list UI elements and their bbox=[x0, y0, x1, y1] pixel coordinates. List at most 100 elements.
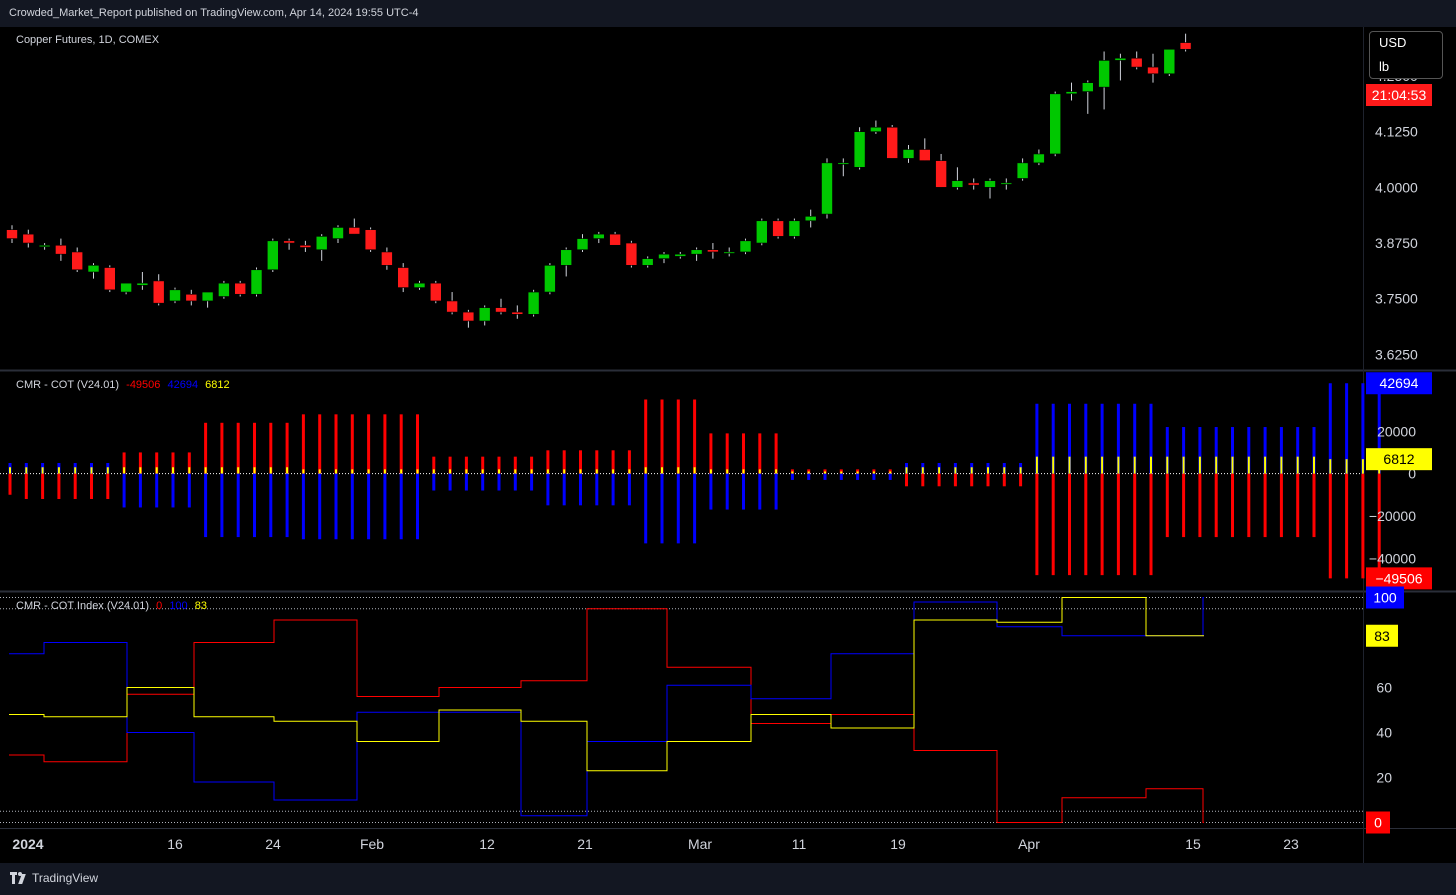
index-axis-label: 20 bbox=[1376, 770, 1392, 786]
price-axis-label: 3.8750 bbox=[1375, 235, 1418, 251]
candle-body bbox=[71, 251, 83, 271]
candle-body bbox=[1114, 57, 1127, 61]
x-axis-label: 24 bbox=[265, 836, 281, 852]
index-axis-label: 60 bbox=[1376, 680, 1392, 696]
candle-body bbox=[266, 240, 279, 271]
cot-histogram bbox=[0, 383, 1381, 579]
cot-indicator-name: CMR - COT (V24.01) bbox=[16, 379, 120, 391]
candle-body bbox=[299, 244, 312, 248]
candle-body bbox=[870, 126, 882, 132]
candle-body bbox=[690, 249, 703, 255]
unit-label: lb bbox=[1379, 59, 1390, 74]
candle-body bbox=[707, 249, 719, 253]
candle-body bbox=[821, 162, 833, 215]
candle-body bbox=[1179, 42, 1192, 50]
cot-value-blue: 42694 bbox=[167, 379, 199, 391]
index-value-red: 0 bbox=[156, 600, 163, 612]
x-axis-label: Mar bbox=[688, 836, 712, 852]
x-axis-label: 23 bbox=[1283, 836, 1299, 852]
candle-body bbox=[1130, 57, 1143, 68]
candle-body bbox=[381, 251, 393, 266]
candle-body bbox=[315, 236, 328, 251]
candle-body bbox=[87, 265, 100, 273]
candle-body bbox=[462, 311, 475, 322]
cot-badge-blue: 42694 bbox=[1380, 375, 1419, 391]
index-value-blue: 100 bbox=[169, 600, 188, 612]
price-axis-label: 4.0000 bbox=[1375, 179, 1418, 195]
index-axis-label: 40 bbox=[1376, 725, 1392, 741]
candle-body bbox=[152, 280, 165, 304]
tradingview-brand[interactable]: TradingView bbox=[10, 871, 98, 885]
candle-body bbox=[38, 244, 51, 248]
candle-body bbox=[723, 251, 736, 254]
cot-axis-label: 0 bbox=[1408, 466, 1416, 482]
candle-body bbox=[935, 160, 947, 188]
cot-index-line bbox=[9, 608, 1204, 823]
index-badge-blue: 100 bbox=[1373, 590, 1397, 606]
candle-body bbox=[609, 233, 621, 246]
candle-body bbox=[1049, 93, 1061, 155]
x-axis-label: 12 bbox=[479, 836, 495, 852]
countdown-badge: 21:04:53 bbox=[1372, 87, 1427, 103]
candle-body bbox=[592, 233, 605, 239]
cot-axis-label: −40000 bbox=[1369, 550, 1416, 566]
candle-body bbox=[527, 291, 540, 315]
candle-body bbox=[1016, 162, 1029, 179]
cot-axis-label: −20000 bbox=[1369, 508, 1416, 524]
x-axis-label: 19 bbox=[890, 836, 906, 852]
candle-body bbox=[429, 282, 442, 302]
cot-badge-blue-bg bbox=[1366, 372, 1432, 395]
candle-body bbox=[478, 307, 491, 322]
x-axis-label: 15 bbox=[1185, 836, 1201, 852]
tradingview-logo-icon bbox=[10, 872, 26, 884]
candle-body bbox=[886, 126, 899, 159]
candle-body bbox=[560, 249, 573, 266]
candle-body bbox=[136, 282, 149, 286]
footer-brand-text: TradingView bbox=[32, 871, 99, 885]
x-axis-label: 2024 bbox=[12, 836, 43, 852]
cot-panel-label: CMR - COT (V24.01) -49506 42694 6812 bbox=[16, 379, 230, 391]
index-panel-label: CMR - COT Index (V24.01) 0 100 83 bbox=[16, 600, 207, 612]
index-indicator-name: CMR - COT Index (V24.01) bbox=[16, 600, 150, 612]
candle-body bbox=[576, 238, 589, 251]
footer-bar: TradingView bbox=[0, 863, 1456, 895]
cot-value-red: -49506 bbox=[126, 379, 161, 391]
cot-badge-yellow-bg bbox=[1366, 448, 1432, 471]
index-badge-red-bg bbox=[1366, 811, 1390, 834]
price-axis-label: 3.6250 bbox=[1375, 346, 1418, 362]
chart-area[interactable]: 4.25004.12504.00003.87503.75003.625021:0… bbox=[0, 27, 1456, 863]
cot-axis-label: 20000 bbox=[1377, 423, 1416, 439]
index-badge-yellow: 83 bbox=[1374, 628, 1390, 644]
candle-body bbox=[364, 229, 377, 251]
index-badge-red: 0 bbox=[1374, 815, 1382, 831]
candle-body bbox=[1082, 82, 1094, 92]
cot-index-line bbox=[9, 597, 1204, 772]
candle-body bbox=[788, 220, 801, 237]
candle-body bbox=[739, 240, 752, 253]
candle-body bbox=[348, 227, 361, 235]
index-badge-yellow-bg bbox=[1366, 624, 1398, 647]
candle-body bbox=[772, 220, 784, 237]
publisher-bar: Crowded_Market_Report published on Tradi… bbox=[0, 0, 1456, 27]
candle-body bbox=[185, 293, 198, 302]
candle-body bbox=[1163, 48, 1176, 75]
cot-badge-red-bg bbox=[1366, 567, 1432, 590]
candle-body bbox=[951, 180, 964, 188]
cot-badge-yellow: 6812 bbox=[1383, 451, 1414, 467]
cot-index-lines bbox=[0, 597, 1363, 823]
candle-body bbox=[1147, 66, 1159, 75]
index-value-yellow: 83 bbox=[194, 600, 207, 612]
candle-body bbox=[984, 180, 996, 188]
index-badge-blue-bg bbox=[1366, 586, 1404, 609]
candle-body bbox=[495, 307, 507, 313]
price-series-name: Copper Futures, 1D, COMEX bbox=[16, 34, 160, 46]
candle-body bbox=[544, 265, 556, 293]
candle-body bbox=[218, 282, 230, 297]
candle-body bbox=[674, 253, 687, 257]
candle-body bbox=[1065, 91, 1078, 95]
candle-body bbox=[104, 267, 116, 291]
candle-body bbox=[250, 269, 263, 295]
unit-selector[interactable]: USD lb bbox=[1369, 31, 1443, 79]
candle-body bbox=[413, 282, 426, 288]
x-axis-label: Apr bbox=[1018, 836, 1040, 852]
